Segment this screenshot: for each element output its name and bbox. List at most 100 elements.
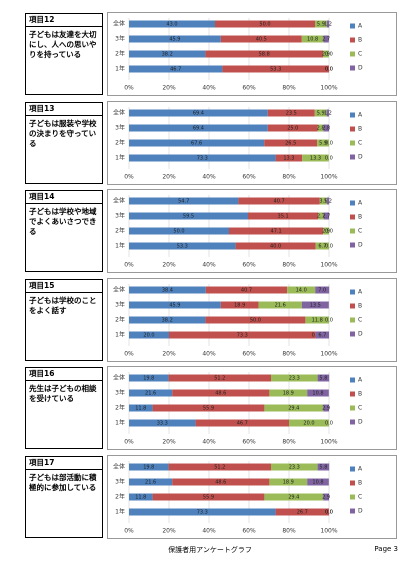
value-label: 10.8 [307,37,318,43]
legend-label: C [358,316,362,323]
value-label: 0.0 [325,155,333,161]
bar-segment [301,35,324,43]
bar-segment [129,374,169,382]
value-label: 2.9 [322,494,330,500]
question-box: 項目12 子どもは友達を大切にし、人への思いやりを持っている [25,13,103,95]
x-tick-label: 100% [320,350,337,357]
value-label: 20.0 [303,421,314,427]
bar-segment [315,286,330,293]
bar-segment [319,197,327,205]
bar-segment [264,139,318,146]
chart: 0% 20% 40% 60% 80% 100% 全体 43.0 50.0 5.9 1.2 3年 45.9… [107,12,397,96]
x-tick-label: 20% [162,262,176,269]
x-tick-label: 0% [124,173,134,180]
legend-swatch [350,154,355,159]
value-label: 11.8 [135,406,146,412]
x-tick-label: 20% [162,439,176,446]
x-tick-label: 100% [320,85,337,92]
x-tick-label: 100% [320,173,337,180]
value-label: 35.1 [278,214,289,220]
value-label: 53.3 [270,67,281,73]
category-label: 3年 [115,123,125,131]
value-label: 5.9 [317,22,325,28]
bar-segment [267,124,318,131]
value-label: 23.3 [289,464,300,470]
value-label: 40.7 [274,199,285,205]
legend-label: A [358,111,363,118]
value-label: 7.0 [318,287,326,293]
bar-segment [205,50,323,58]
legend-label: D [358,507,363,514]
value-label: 11.8 [135,494,146,500]
value-label: 5.9 [319,140,327,146]
bar-segment [317,374,330,382]
bar-segment [129,139,265,146]
bar-segment [129,463,169,470]
bar-segment [267,109,315,116]
question-text: 子どもは学校や地域でよくあいさつできる [29,207,97,236]
bar-segment [235,242,316,250]
value-label: 13.3 [283,155,294,161]
legend-label: A [358,377,363,384]
bar-segment [326,109,329,116]
value-label: 2.9 [322,406,330,412]
x-tick-label: 0% [124,262,134,269]
bar-segment [323,493,329,500]
value-label: 3.5 [319,199,327,205]
x-tick-label: 40% [202,350,216,357]
value-label: 18.9 [234,302,245,308]
question-box: 項目17 子どもは部活動に積極的に参加している [25,455,103,538]
x-tick-label: 80% [282,439,296,446]
value-label: 54.7 [178,199,189,205]
legend-label: D [358,242,363,249]
value-label: 6.7 [318,332,326,338]
legend-swatch [350,331,355,336]
legend-label: D [358,153,363,160]
legend-swatch [350,126,355,131]
chart: 0% 20% 40% 60% 80% 100% 全体 19.8 51.2 23.3 5.8 3年 21.… [107,454,397,539]
bar-segment [301,301,329,308]
value-label: 19.8 [143,464,154,470]
bar-segment [271,463,318,470]
bar-segment [129,212,248,220]
category-label: 3年 [115,477,125,485]
value-label: 2.7 [322,37,330,43]
value-label: 0.0 [325,67,333,73]
category-label: 2年 [115,492,125,500]
bar-segment [275,508,329,515]
legend-label: B [358,479,362,486]
item-label: 項目12 [26,14,102,27]
legend-swatch [350,508,355,513]
bar-segment [326,20,330,28]
legend-swatch [350,140,355,145]
category-label: 1年 [115,419,125,427]
category-label: 1年 [115,65,125,73]
bar-segment [314,109,327,116]
legend-swatch [350,23,355,29]
value-label: 5.9 [317,110,325,116]
value-label: 38.4 [162,287,173,293]
value-label: 0.0 [325,52,333,58]
value-label: 47.1 [271,229,282,235]
value-label: 1.2 [324,110,332,116]
value-label: 25.0 [287,125,298,131]
bar-segment [302,154,329,161]
bar-segment [168,374,271,382]
category-label: 1年 [115,242,125,250]
category-label: 全体 [113,462,125,470]
bar-segment [129,316,206,323]
bar-segment [326,197,330,205]
value-label: 40.5 [256,37,267,43]
value-label: 46.7 [170,67,181,73]
x-tick-label: 100% [320,527,337,534]
footer-text: 保護者用アンケートグラフ [168,546,252,554]
chart: 0% 20% 40% 60% 80% 100% 全体 19.8 51.2 23.3 5.8 3年 21.… [107,366,397,450]
bar-segment [323,227,329,235]
value-label: 21.6 [275,302,286,308]
x-tick-label: 20% [162,85,176,92]
question-box: 項目14 子どもは学校や地域でよくあいさつできる [25,190,103,272]
value-label: 38.2 [162,317,173,323]
category-label: 全体 [113,20,125,28]
category-label: 3年 [115,212,125,220]
